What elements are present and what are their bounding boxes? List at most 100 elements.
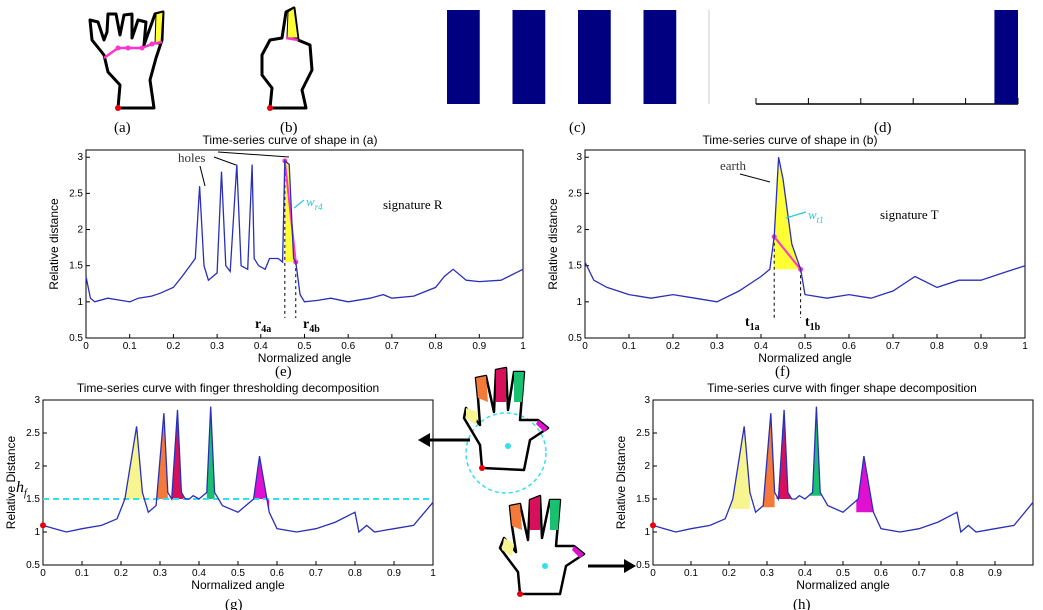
x-tick-label: 0.5 xyxy=(836,568,850,579)
hand-decomposition-threshold-icon xyxy=(462,366,550,494)
y-tick-label: 1 xyxy=(34,527,40,538)
y-tick-label: 0.5 xyxy=(26,560,40,571)
plot-frame xyxy=(584,149,1026,339)
y-tick-label: 2.5 xyxy=(568,188,582,199)
annotation-w-r4: wr4 xyxy=(306,194,323,212)
x-tick-label: 0.7 xyxy=(385,341,399,352)
finger-region-2 xyxy=(761,413,775,508)
annotation-r4b: r4b xyxy=(303,317,320,335)
x-tick-label: 0.1 xyxy=(684,568,698,579)
finger-region-1 xyxy=(729,426,750,509)
y-tick-label: 2 xyxy=(34,461,40,472)
y-axis-label: Relative distance xyxy=(47,198,61,290)
y-axis-label: Relative Distance xyxy=(4,435,18,529)
y-tick-label: 1 xyxy=(77,297,83,308)
w-r4-arrow xyxy=(293,199,305,209)
y-tick-label: 1.5 xyxy=(636,494,650,505)
x-tick-label: 0.4 xyxy=(192,568,206,579)
start-point xyxy=(650,522,656,529)
w-t1-arrow xyxy=(785,211,807,219)
line-chart-h: Time-series curve with finger shape deco… xyxy=(614,381,1034,592)
line-chart-g: Time-series curve with finger thresholdi… xyxy=(4,381,436,592)
y-axis-label: Relative distance xyxy=(546,198,560,290)
x-tick-label: 0 xyxy=(40,568,46,579)
y-axis-label: Relative Distance xyxy=(614,435,628,529)
x-axis-label: Normalized angle xyxy=(758,351,852,365)
hand-shape-icon xyxy=(88,10,165,111)
annotation-t1b: t1b xyxy=(805,315,821,333)
hand-decomposition-shape-icon xyxy=(498,494,586,597)
x-tick-label: 0.2 xyxy=(666,341,680,352)
earth-arrow xyxy=(739,173,771,183)
x-tick-label: 0.9 xyxy=(988,568,1002,579)
bar-3 xyxy=(578,10,611,104)
caption-a: (a) xyxy=(114,120,131,136)
caption-d: (d) xyxy=(874,120,892,136)
x-axis-label: Normalized angle xyxy=(191,578,285,592)
annotation-r4a: r4a xyxy=(255,317,271,335)
plot-frame xyxy=(652,399,1034,566)
annotation-w-t1: wt1 xyxy=(808,207,824,225)
y-tick-label: 3 xyxy=(34,395,40,406)
caption-c: (c) xyxy=(569,120,586,136)
finger-region-5 xyxy=(856,456,874,513)
bar-chart-c xyxy=(447,10,710,104)
series-line xyxy=(42,406,434,534)
x-tick-label: 0 xyxy=(582,341,588,352)
bar-5 xyxy=(994,10,1018,104)
x-tick-label: 0.1 xyxy=(622,341,636,352)
chart-title: Time-series curve with finger shape deco… xyxy=(707,381,977,395)
y-tick-label: 2 xyxy=(77,225,83,236)
x-tick-label: 0.9 xyxy=(974,341,988,352)
x-tick-label: 0.8 xyxy=(348,568,362,579)
x-tick-label: 0.9 xyxy=(387,568,401,579)
start-point xyxy=(40,522,46,529)
bar-chart-d xyxy=(755,10,1019,105)
x-tick-label: 1 xyxy=(1022,341,1028,352)
x-tick-label: 0.9 xyxy=(472,341,486,352)
x-axis-label: Normalized angle xyxy=(258,351,352,365)
x-tick-label: 0.6 xyxy=(270,568,284,579)
caption-b: (b) xyxy=(280,120,298,136)
x-tick-label: 0.8 xyxy=(429,341,443,352)
x-tick-label: 0.1 xyxy=(75,568,89,579)
finger-region-3 xyxy=(171,409,186,499)
x-tick-label: 0.8 xyxy=(930,341,944,352)
x-tick-label: 0.5 xyxy=(798,341,812,352)
y-tick-label: 2.5 xyxy=(636,428,650,439)
annotation-signature-r: signature R xyxy=(383,197,443,212)
series-line xyxy=(652,406,1034,534)
annotation-t1a: t1a xyxy=(745,315,760,333)
annotation-signature-t: signature T xyxy=(880,207,939,222)
x-tick-label: 0 xyxy=(83,341,89,352)
y-tick-label: 1.5 xyxy=(69,261,83,272)
hand-one-finger-icon xyxy=(260,6,314,111)
x-tick-label: 0.2 xyxy=(114,568,128,579)
chart-title: Time-series curve of shape in (b) xyxy=(703,133,878,147)
x-tick-label: 0.3 xyxy=(710,341,724,352)
y-tick-label: 1 xyxy=(576,297,582,308)
x-tick-label: 0.5 xyxy=(298,341,312,352)
x-axis-label: Normalized angle xyxy=(796,578,890,592)
y-tick-label: 2 xyxy=(644,461,650,472)
x-tick-label: 1 xyxy=(520,341,526,352)
y-tick-label: 3 xyxy=(644,395,650,406)
x-tick-label: 0.1 xyxy=(123,341,137,352)
y-tick-label: 2 xyxy=(576,225,582,236)
line-chart-e: Time-series curve of shape in (a) 0.5 1 1.5… xyxy=(47,133,526,365)
x-tick-label: 0.5 xyxy=(231,568,245,579)
caption-f: (f) xyxy=(775,364,790,380)
y-tick-label: 3 xyxy=(576,152,582,163)
bar-2 xyxy=(512,10,546,104)
y-tick-label: 1 xyxy=(644,527,650,538)
chart-title: Time-series curve of shape in (a) xyxy=(203,133,378,147)
holes-arrows xyxy=(199,151,290,187)
chart-title: Time-series curve with finger thresholdi… xyxy=(77,381,379,395)
y-tick-label: 1.5 xyxy=(568,261,582,272)
y-tick-label: 0.5 xyxy=(69,333,83,344)
series-line xyxy=(85,159,524,303)
line-chart-f: Time-series curve of shape in (b) 0.5 1 1.5… xyxy=(546,133,1028,365)
x-tick-label: 0.6 xyxy=(341,341,355,352)
annotation-earth: earth xyxy=(720,158,746,173)
